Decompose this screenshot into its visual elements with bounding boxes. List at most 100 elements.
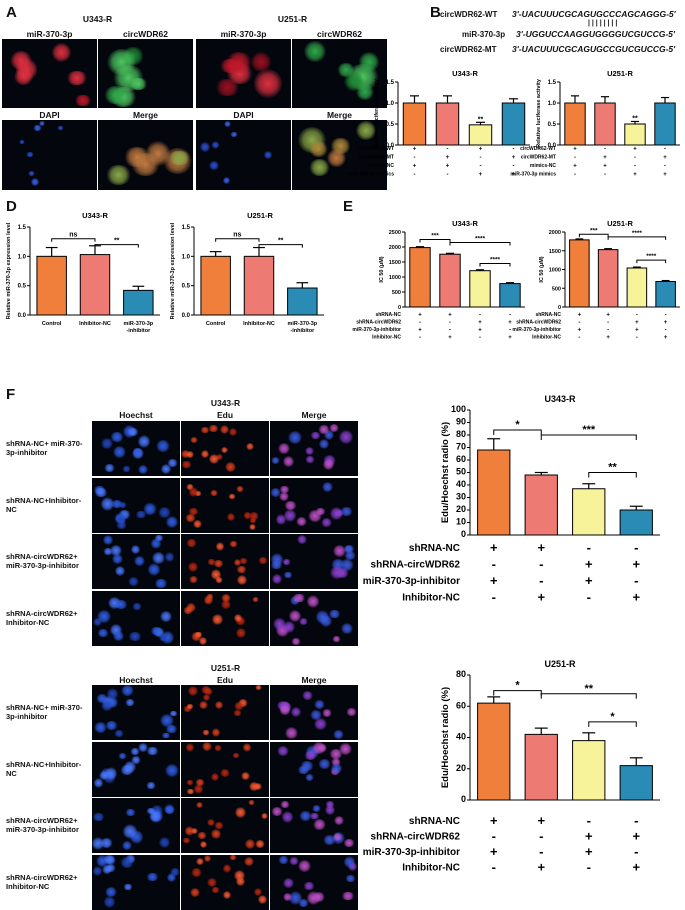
cell-spot [333,832,343,841]
cell-spot [282,892,293,902]
cell-spot [97,609,111,624]
condition-mark: - [414,172,416,178]
panel-label-d: D [6,198,17,215]
condition-mark: - [509,328,511,334]
bar [597,249,619,308]
cell-spot [210,772,219,781]
cell-spot [186,483,195,491]
cell-spot [278,855,290,865]
cell-spot [211,141,220,150]
cell-spot [330,763,342,774]
cell-spot [181,837,191,844]
cell-spot [281,810,294,823]
condition-mark: - [634,844,638,859]
cell-spot [306,891,320,905]
seq-mir: 3'-UGGUCCAAGGUGGGGUCGUCCG-5' [516,29,675,39]
condition-mark: + [585,829,593,844]
cell-spot [334,816,344,826]
cell-spot [134,556,145,566]
condition-mark: + [512,155,516,161]
condition-mark: + [478,320,482,326]
cell-spot [195,802,203,809]
cell-spot [203,595,213,606]
bar [524,474,558,536]
y-tick-label: 1.0 [18,254,27,260]
bar [619,509,653,536]
cell-spot [201,449,210,458]
condition-mark: - [479,335,481,341]
significance-bracket [449,242,511,246]
panel-f-row-label: shRNA-circWDR62+ miR-370-3p-inhibitor [6,552,79,570]
cell-spot [277,745,289,756]
significance-label: ns [69,232,77,239]
cell-spot [299,617,309,626]
cell-spot [219,425,229,434]
cell-spot [282,558,292,566]
condition-mark: - [664,147,666,153]
cell-spot [18,140,25,145]
condition-mark: - [447,172,449,178]
cell-spot [249,517,257,523]
cell-spot [219,58,243,73]
cell-spot [355,83,374,100]
chart-title: U343-R [82,211,108,220]
cell-spot [166,872,176,882]
cell-spot [114,565,125,576]
bar [654,102,676,146]
bar [564,102,586,146]
cell-spot [341,623,353,634]
condition-mark: + [632,557,640,572]
cell-spot [329,424,339,432]
cell-spot [157,634,169,642]
y-axis-label: Relative miR-370-3p expression level [6,222,12,319]
cell-spot [164,552,175,562]
cell-spot [236,628,246,638]
y-tick-label: 0.5 [18,284,27,290]
cell-spot [264,151,272,159]
condition-mark: + [633,172,637,178]
condition-mark: - [587,540,591,555]
y-tick-label: 0.5 [182,284,191,290]
condition-mark: - [636,335,638,341]
cell-spot [120,857,134,868]
significance-bracket [578,233,609,238]
cell-spot [124,699,135,707]
condition-label: circWDR62-WT [358,146,394,152]
cell-spot [185,703,194,709]
chart-title: U251-R [544,659,576,669]
bar [569,239,590,308]
cell-spot [248,523,257,531]
cell-spot [188,562,198,573]
cell-spot [249,782,259,791]
condition-label: shRNA-NC [409,543,460,554]
panel-a-col-circ: circWDR62 [123,29,168,39]
cell-spot [340,506,353,516]
y-tick-label: 40 [456,732,466,742]
condition-mark: + [635,328,639,334]
cell-spot [214,822,224,830]
cell-spot [104,720,118,730]
cell-spot [66,71,89,86]
cell-spot [240,772,250,781]
condition-mark: + [663,155,667,161]
cell-spot [212,614,223,625]
condition-label: shRNA-circWDR62 [371,832,461,843]
cell-spot [304,750,317,760]
condition-mark: + [537,813,545,828]
cell-spot [292,593,306,603]
condition-label: miR-370-3p-inhibitor [363,576,460,587]
cell-spot [92,618,103,626]
cell-spot [331,635,342,643]
condition-mark: - [665,328,667,334]
cell-spot [198,700,209,709]
cell-spot [116,520,127,529]
cell-spot [103,86,127,105]
condition-mark: - [607,328,609,334]
cell-spot [206,593,214,599]
cell-spot [235,566,247,574]
seq-name-wt: circWDR62-WT [440,10,498,19]
condition-mark: + [537,540,545,555]
condition-mark: - [634,540,638,555]
condition-mark: + [479,172,483,178]
condition-mark: - [449,328,451,334]
